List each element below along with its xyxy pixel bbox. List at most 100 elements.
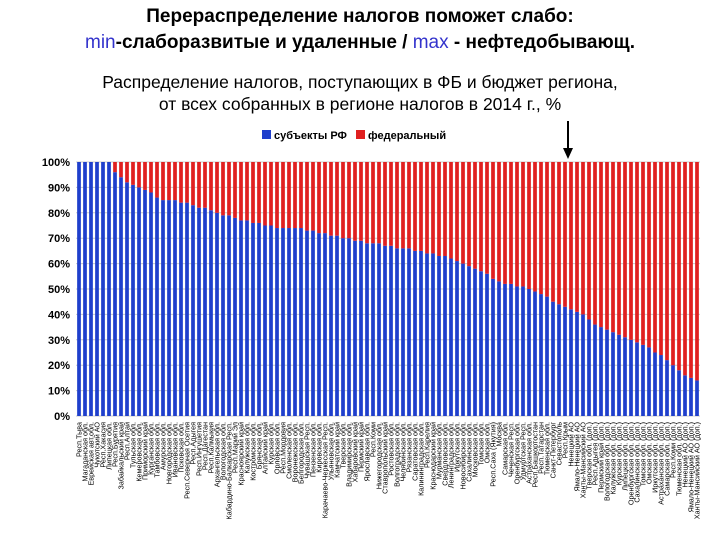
bar-regional	[515, 286, 519, 416]
bar-regional	[455, 261, 459, 416]
bar-federal	[503, 162, 507, 284]
bar-federal	[341, 162, 345, 239]
legend: субъекты РФ федеральный	[262, 130, 446, 142]
bar-regional	[383, 245, 387, 416]
x-tick-label: Кабардино-Балкарская Респ.	[225, 422, 234, 519]
bar-regional	[419, 250, 423, 416]
bar-federal	[383, 162, 387, 246]
bar-federal	[581, 162, 585, 315]
bar-federal	[653, 162, 657, 353]
bar-regional	[359, 240, 363, 416]
bar-regional	[371, 243, 375, 416]
bar-federal	[641, 162, 645, 345]
bar-regional	[569, 309, 573, 416]
bar-federal	[569, 162, 573, 310]
bar-federal	[245, 162, 249, 221]
x-tick-label: Респ.Калмыкия	[207, 422, 216, 474]
bar-federal	[395, 162, 399, 249]
x-tick-label: Орловская обл.	[273, 422, 282, 474]
bar-regional	[413, 250, 417, 416]
bar-regional	[119, 177, 123, 416]
x-tick-label: Респ.Марий Эл	[231, 422, 240, 473]
x-tick-label: Чеченская Респ.	[507, 422, 516, 477]
bar-federal	[209, 162, 213, 211]
bar-regional	[653, 352, 657, 416]
bar-federal	[509, 162, 513, 284]
x-tick-label: Оренбургская обл. (доп.)	[627, 422, 636, 505]
bar-federal	[263, 162, 267, 226]
bar-regional	[311, 230, 315, 416]
bar-regional	[227, 215, 231, 416]
bar-federal	[521, 162, 525, 287]
x-tick-label: Рязанская обл.	[405, 422, 414, 472]
bar-federal	[173, 162, 177, 201]
bar-regional	[491, 278, 495, 416]
bar-regional	[233, 217, 237, 416]
bar-regional	[173, 200, 177, 416]
bar-regional	[431, 253, 435, 416]
bar-federal	[479, 162, 483, 272]
x-tick-label: Самарская обл. (доп.)	[663, 422, 672, 496]
bar-regional	[629, 339, 633, 416]
bar-regional	[353, 240, 357, 416]
x-tick-label: Архангельская обл.	[213, 422, 222, 487]
x-tick-label: Респ.Северная Осетия	[183, 422, 192, 499]
x-tick-label: Оренбургская обл.	[513, 422, 522, 484]
x-tick-label: Ивановская обл.	[171, 422, 180, 477]
x-tick-label: Тюменская обл. (доп.)	[675, 422, 684, 496]
bar-federal	[161, 162, 165, 201]
x-tick-label: Томская обл. (доп.)	[639, 422, 648, 486]
bar-regional	[425, 253, 429, 416]
bar-federal	[515, 162, 519, 287]
x-tick-label: Респ.Дагестан	[201, 422, 210, 470]
bar-federal	[371, 162, 375, 244]
bar-regional	[665, 360, 669, 416]
bar-regional	[671, 365, 675, 416]
bar-regional	[467, 266, 471, 416]
x-tick-label: Челябинская обл.	[399, 422, 408, 482]
x-tick-label: Курганская обл.	[147, 422, 156, 475]
x-tick-label: Вологодская обл. (доп.)	[603, 422, 612, 501]
bar-federal	[131, 162, 135, 185]
x-tick-label: Липецкая обл.	[105, 422, 114, 470]
bar-regional	[317, 233, 321, 416]
bar-federal	[401, 162, 405, 249]
bar-regional	[551, 301, 555, 416]
x-tick-label: Сахалинская обл. (доп.)	[633, 422, 642, 503]
x-tick-label: Волгоградская обл.	[393, 422, 402, 487]
x-tick-label: Владимирская обл.	[345, 422, 354, 487]
x-tick-label: Астраханская обл. (доп.)	[657, 422, 666, 505]
bar-federal	[251, 162, 255, 223]
bar-regional	[599, 327, 603, 416]
x-tick-label: Брянская обл.	[255, 422, 264, 469]
bar-federal	[353, 162, 357, 241]
arrow-marker	[563, 121, 573, 159]
legend-label: федеральный	[368, 130, 446, 142]
bar-regional	[179, 202, 183, 416]
bar-regional	[389, 245, 393, 416]
x-tick-label: Тюменская обл.	[543, 422, 552, 475]
x-tick-label: Омская обл.	[483, 422, 492, 463]
x-tick-label: Респ.Коми	[369, 422, 378, 457]
x-tick-label: Респ.Саха (Якутия)	[489, 422, 498, 487]
bar-federal	[623, 162, 627, 338]
x-tick-label: Москва	[495, 422, 504, 447]
bars-group	[77, 162, 699, 416]
x-tick-label: Тверская обл. (доп.)	[585, 422, 594, 489]
bar-federal	[629, 162, 633, 340]
bar-federal	[335, 162, 339, 236]
bar-federal	[113, 162, 117, 173]
bar-regional	[299, 228, 303, 416]
x-tick-label: Магаданская обл.	[81, 422, 90, 481]
bar-federal	[587, 162, 591, 320]
bar-federal	[239, 162, 243, 221]
x-tick-label: Ненецкий АО (доп.)	[681, 422, 690, 488]
bar-regional	[341, 238, 345, 416]
bar-federal	[167, 162, 171, 201]
min-label: min	[85, 32, 116, 53]
bar-regional	[149, 192, 153, 416]
bar-federal	[257, 162, 261, 223]
bar-regional	[275, 228, 279, 416]
x-tick-label: Омская обл. (доп.)	[645, 422, 654, 484]
bar-federal	[413, 162, 417, 251]
